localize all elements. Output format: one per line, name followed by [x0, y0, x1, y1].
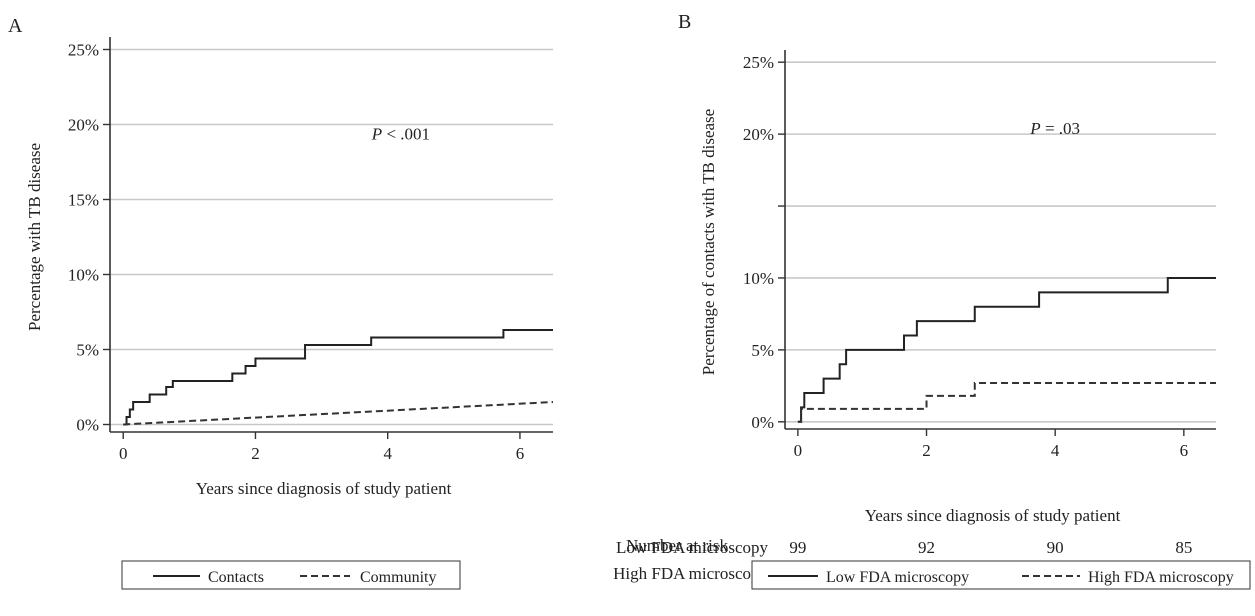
panel-a-y-tick-label: 25%: [68, 41, 99, 60]
panel-a-y-label: Percentage with TB disease: [25, 143, 44, 331]
panel-b-y-tick-label: 5%: [751, 341, 774, 360]
panel-a-p-value: P < .001: [371, 125, 430, 144]
panel-b-x-ticks: 0 2 4 6: [794, 429, 1188, 460]
panel-b-y-ticks: 0% 5% 10% 20% 25%: [743, 53, 785, 432]
panel-a-y-tick-label: 15%: [68, 191, 99, 210]
panel-b-x-label: Years since diagnosis of study patient: [865, 506, 1121, 525]
panel-b: 0% 5% 10% 20% 25% 0 2 4 6 P = .03 Years since d…: [613, 50, 1251, 590]
panel-b-series-high-fda-microscopy: [797, 381, 1216, 423]
panel-a-x-tick-label: 4: [383, 444, 392, 463]
panel-a-series-contacts: [123, 329, 553, 426]
panel-a-x-tick-label: 2: [251, 444, 260, 463]
panel-a-p-italic: P: [371, 125, 382, 144]
panel-b-legend-high-label: High FDA microscopy: [1088, 569, 1234, 586]
panel-a-legend-contacts-label: Contacts: [208, 569, 264, 586]
panel-b-series: [797, 276, 1216, 423]
risk-value: 99: [789, 538, 806, 557]
risk-value: 92: [918, 538, 935, 557]
panel-b-p-value: P = .03: [1029, 119, 1080, 138]
panel-b-y-tick-label: 20%: [743, 125, 774, 144]
panel-b-x-tick-label: 6: [1180, 441, 1189, 460]
panel-b-series-low-fda-microscopy: [797, 276, 1216, 423]
panel-a-y-tick-label: 20%: [68, 116, 99, 135]
panel-b-x-tick-label: 0: [794, 441, 803, 460]
panel-b-letter: B: [678, 11, 691, 33]
panel-a: 0% 5% 10% 15% 20% 25% 0 2 4 6 P < .001 Years sin…: [25, 37, 554, 590]
panel-a-y-tick-label: 5%: [76, 341, 99, 360]
panel-a-x-ticks: 0 2 4 6: [119, 432, 524, 463]
panel-a-x-tick-label: 0: [119, 444, 128, 463]
panel-b-x-tick-label: 2: [922, 441, 931, 460]
risk-value: 85: [1175, 538, 1192, 557]
panel-b-y-tick-label: 0%: [751, 413, 774, 432]
panel-b-x-tick-label: 4: [1051, 441, 1060, 460]
panel-a-p-rest: < .001: [382, 125, 430, 144]
panel-a-y-ticks: 0% 5% 10% 15% 20% 25%: [68, 41, 110, 435]
panel-b-gridlines: [785, 61, 1216, 423]
panel-a-series: [123, 329, 554, 426]
panel-a-x-tick-label: 6: [516, 444, 525, 463]
risk-value: 90: [1047, 538, 1064, 557]
panel-b-p-italic: P: [1029, 119, 1040, 138]
panel-b-legend-low-label: Low FDA microscopy: [826, 569, 969, 586]
panel-b-p-rest: = .03: [1041, 119, 1080, 138]
panel-b-legend: [751, 560, 1251, 590]
panel-a-gridlines: [110, 48, 553, 426]
risk-table-header: Number at risk: [626, 536, 728, 555]
panel-a-x-label: Years since diagnosis of study patient: [196, 479, 452, 498]
panel-a-legend-community-label: Community: [360, 569, 436, 586]
panel-b-y-tick-label: 25%: [743, 53, 774, 72]
panel-a-y-tick-label: 10%: [68, 266, 99, 285]
risk-row-high-label: High FDA microscopy: [613, 564, 768, 583]
panel-a-legend: [121, 560, 461, 590]
panel-b-y-tick-label: 10%: [743, 269, 774, 288]
panel-b-y-label: Percentage of contacts with TB disease: [699, 109, 718, 375]
panel-a-letter: A: [8, 15, 23, 37]
risk-row-low-label: Low FDA microscopy: [616, 538, 769, 557]
panel-a-series-community: [123, 401, 554, 426]
panel-a-y-tick-label: 0%: [76, 416, 99, 435]
